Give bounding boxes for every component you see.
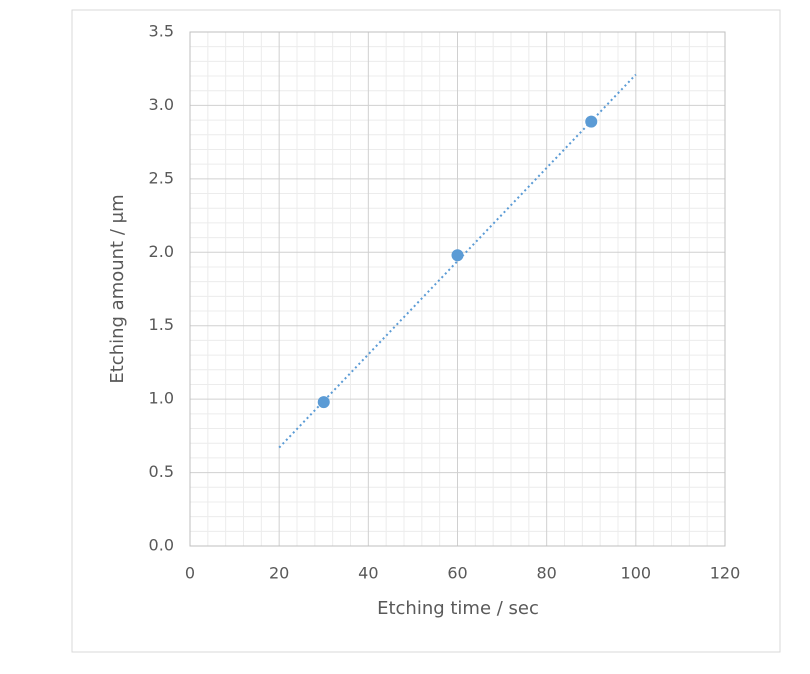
chart-frame — [71, 9, 781, 653]
plot-border — [189, 31, 726, 547]
x-tick-label: 60 — [447, 564, 467, 583]
data-point — [451, 249, 464, 262]
y-tick-label: 1.5 — [149, 315, 174, 334]
y-tick-label: 3.5 — [149, 22, 174, 41]
x-tick-label: 100 — [621, 564, 652, 583]
trendline — [278, 73, 637, 449]
x-tick-label: 0 — [185, 564, 195, 583]
y-tick-label: 0.0 — [149, 536, 174, 555]
y-tick-label: 2.5 — [149, 168, 174, 187]
y-tick-label: 3.0 — [149, 95, 174, 114]
x-tick-label: 80 — [536, 564, 556, 583]
data-point — [317, 396, 330, 409]
x-axis-label: Etching time / sec — [377, 598, 539, 619]
x-tick-label: 40 — [358, 564, 378, 583]
y-tick-label: 2.0 — [149, 242, 174, 261]
x-tick-label: 20 — [269, 564, 289, 583]
y-axis-label: Etching amount / μm — [107, 194, 128, 383]
x-tick-label: 120 — [710, 564, 741, 583]
y-tick-label: 1.0 — [149, 389, 174, 408]
y-tick-label: 0.5 — [149, 462, 174, 481]
data-point — [585, 115, 598, 128]
